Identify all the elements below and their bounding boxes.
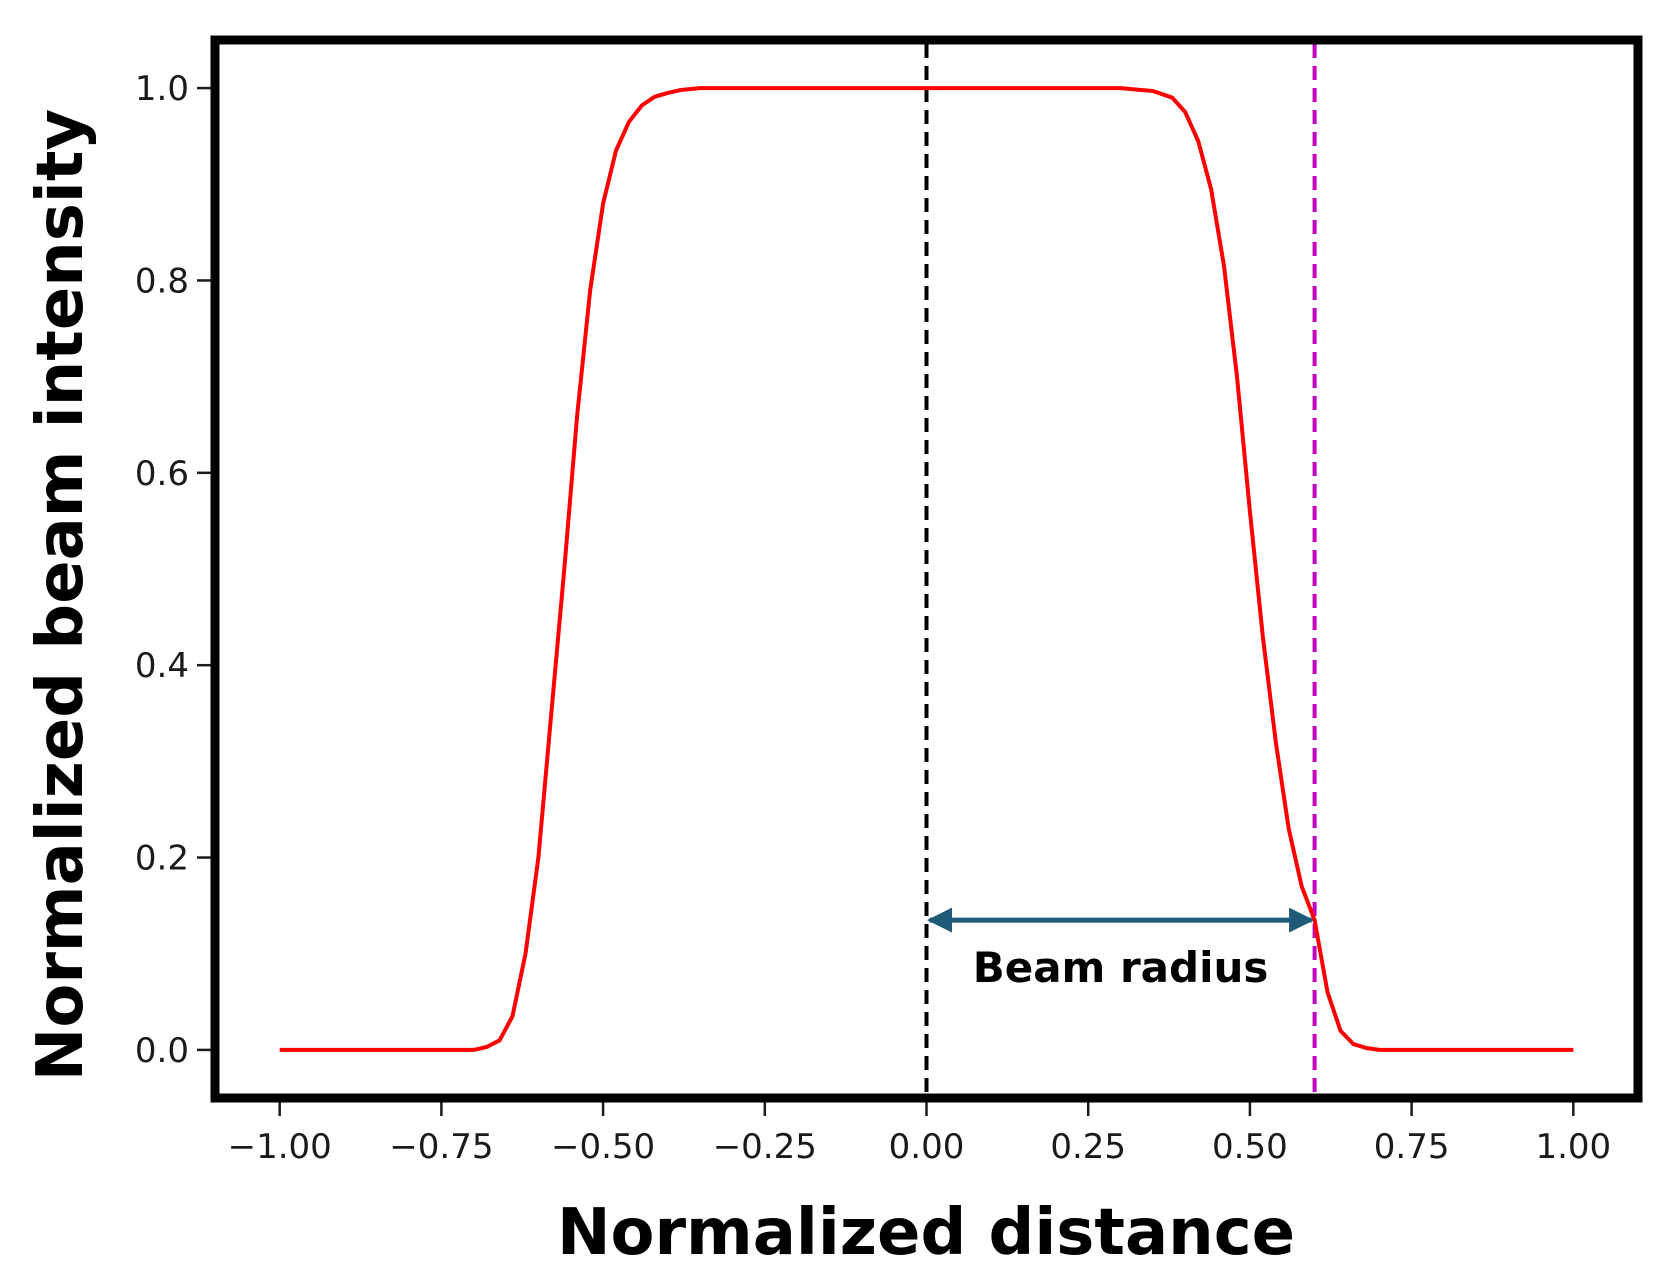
x-tick-label: 0.25	[1050, 1127, 1126, 1167]
beam-radius-label: Beam radius	[973, 943, 1269, 992]
x-tick-label: 1.00	[1535, 1127, 1611, 1167]
y-tick-label: 0.0	[135, 1031, 189, 1071]
y-axis-ticks: 0.0 0.2 0.4 0.6 0.8 1.0	[135, 69, 211, 1071]
x-tick-label: −0.75	[389, 1127, 493, 1167]
y-tick-label: 0.2	[135, 839, 189, 879]
y-axis-title: Normalized beam intensity	[24, 109, 98, 1081]
y-tick-label: 0.6	[135, 454, 189, 494]
y-tick-label: 1.0	[135, 69, 189, 109]
y-tick-label: 0.4	[135, 646, 189, 686]
plot-frame	[210, 35, 1643, 1103]
x-axis-title: Normalized distance	[557, 1196, 1295, 1270]
beam-intensity-curve	[279, 86, 1574, 1052]
x-tick-label: 0.75	[1374, 1127, 1450, 1167]
x-tick-label: −0.50	[551, 1127, 655, 1167]
x-tick-label: −1.00	[228, 1127, 332, 1167]
x-tick-label: 0.50	[1212, 1127, 1288, 1167]
plot-background	[215, 40, 1638, 1098]
y-tick-label: 0.8	[135, 261, 189, 301]
x-axis-ticks: −1.00 −0.75 −0.50 −0.25 0.00 0.25 0.50 0.75 1.00	[228, 1102, 1611, 1167]
x-tick-label: 0.00	[889, 1127, 965, 1167]
x-tick-label: −0.25	[713, 1127, 817, 1167]
